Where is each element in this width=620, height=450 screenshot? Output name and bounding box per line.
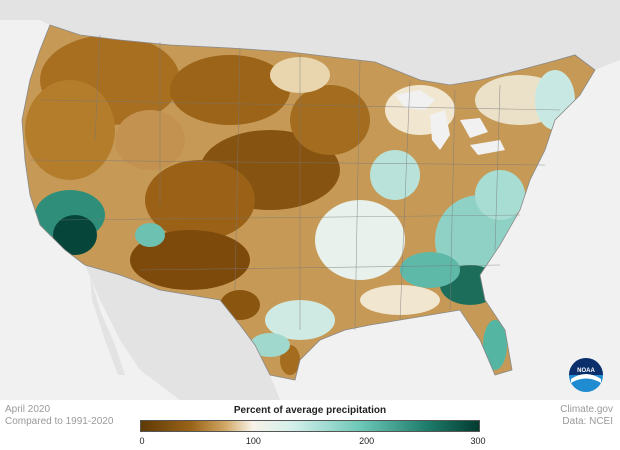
legend-tick-label: 0	[139, 436, 145, 446]
precipitation-map	[0, 0, 620, 400]
state-borders	[29, 34, 561, 331]
legend-tick-label: 200	[359, 436, 375, 446]
legend-tick-label: 300	[470, 436, 486, 446]
great-lake	[460, 118, 488, 138]
great-lake	[470, 140, 505, 155]
data-source-label: Data: NCEI	[562, 416, 613, 427]
great-lake	[395, 90, 435, 110]
map-area	[0, 0, 620, 400]
credit-label: Climate.gov	[560, 404, 613, 415]
mexico-landmass	[85, 265, 280, 400]
legend-title: Percent of average precipitation	[233, 405, 387, 416]
baja-landmass	[90, 275, 125, 375]
noaa-logo-text: NOAA	[577, 368, 595, 374]
comparison-label: Compared to 1991-2020	[5, 416, 114, 427]
legend-color-bar	[140, 420, 480, 432]
canada-landmass	[0, 0, 620, 85]
us-outline	[21, 24, 596, 381]
caption-left: April 2020 Compared to 1991-2020	[5, 404, 113, 428]
noaa-logo-icon: NOAA	[569, 358, 603, 392]
legend-tick-label: 100	[245, 436, 261, 446]
date-label: April 2020	[5, 404, 51, 415]
great-lake	[430, 110, 450, 150]
caption-right: Climate.gov Data: NCEI	[560, 404, 613, 428]
